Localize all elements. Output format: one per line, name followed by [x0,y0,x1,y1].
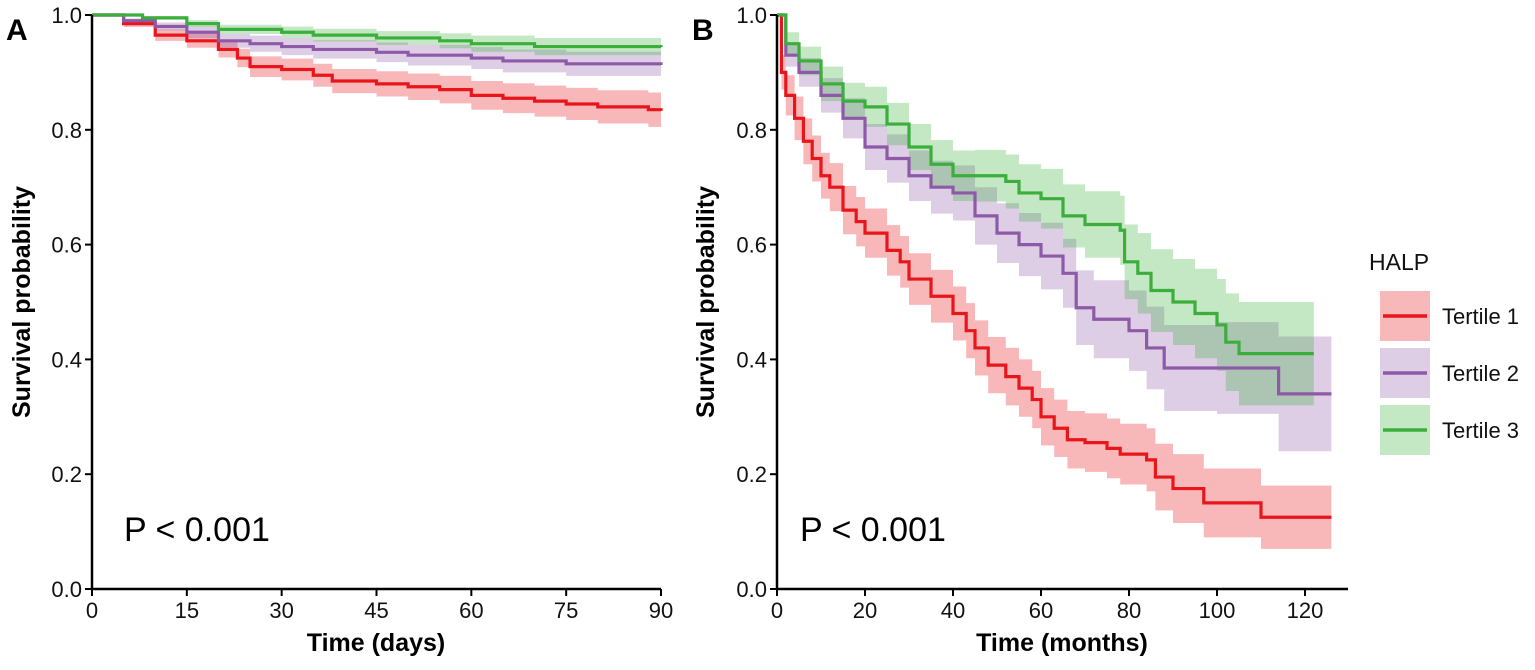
survival-curve-a-tertile-3 [92,13,663,49]
panel-a: A 0 15 30 45 60 75 90 0.0 0.2 0.4 0.6 0.8 1.0 P < 0.… [6,3,673,657]
y-axis-title-a: Survival probability [8,186,36,418]
ci-ribbon-b-tertile-3 [777,15,1314,406]
panel-label-a: A [6,14,28,47]
survival-curve-b-tertile-1 [777,13,1332,519]
x-tick-label: 60 [459,598,483,623]
x-tick-label: 15 [175,598,199,623]
y-tick-label: 0.0 [736,577,767,602]
x-tick-label: 80 [1117,598,1141,623]
y-tick-label: 0.2 [736,462,767,487]
y-tick-label: 0.8 [51,118,82,143]
legend-title: HALP [1369,249,1429,275]
x-axis-title-b: Time (months) [976,629,1148,657]
x-tick-label: 30 [269,598,293,623]
survival-curve-a-tertile-2 [92,13,663,66]
x-tick-label: 20 [853,598,877,623]
ci-ribbon-b-tertile-1 [777,15,1332,549]
p-value-annotation-a: P < 0.001 [124,511,270,549]
legend-label-tertile-3: Tertile 3 [1442,418,1519,443]
x-axis-title-a: Time (days) [307,629,445,657]
survival-curve-b-tertile-3 [777,13,1314,356]
x-tick-label: 45 [364,598,388,623]
x-tick-label: 100 [1199,598,1236,623]
survival-curve-a-tertile-1 [92,13,663,112]
y-tick-label: 0.8 [736,118,767,143]
x-tick-label: 0 [771,598,783,623]
y-tick-label: 0.2 [51,462,82,487]
y-tick-label: 0.4 [736,347,767,372]
y-tick-label: 0.0 [51,577,82,602]
y-tick-label: 1.0 [736,3,767,28]
legend-label-tertile-1: Tertile 1 [1442,304,1519,329]
y-tick-label: 0.6 [736,233,767,258]
x-tick-label: 120 [1287,598,1324,623]
ci-ribbon-b-tertile-2 [777,15,1332,457]
y-tick-label: 0.6 [51,233,82,258]
y-tick-label: 0.4 [51,347,82,372]
legend-label-tertile-2: Tertile 2 [1442,361,1519,386]
legend: HALP Tertile 1 Tertile 2 Tertile 3 [1369,249,1519,455]
y-tick-label: 1.0 [51,3,82,28]
x-tick-label: 0 [86,598,98,623]
x-tick-label: 90 [649,598,673,623]
panel-b: B 0 20 40 60 80 100 120 0.0 0.2 0.4 0.6 0.8 1.0 P < … [692,3,1348,657]
p-value-annotation-b: P < 0.001 [800,511,946,549]
x-tick-label: 60 [1029,598,1053,623]
x-tick-label: 40 [941,598,965,623]
x-tick-label: 75 [554,598,578,623]
y-axis-title-b: Survival probability [692,186,720,418]
panel-label-b: B [692,14,714,47]
